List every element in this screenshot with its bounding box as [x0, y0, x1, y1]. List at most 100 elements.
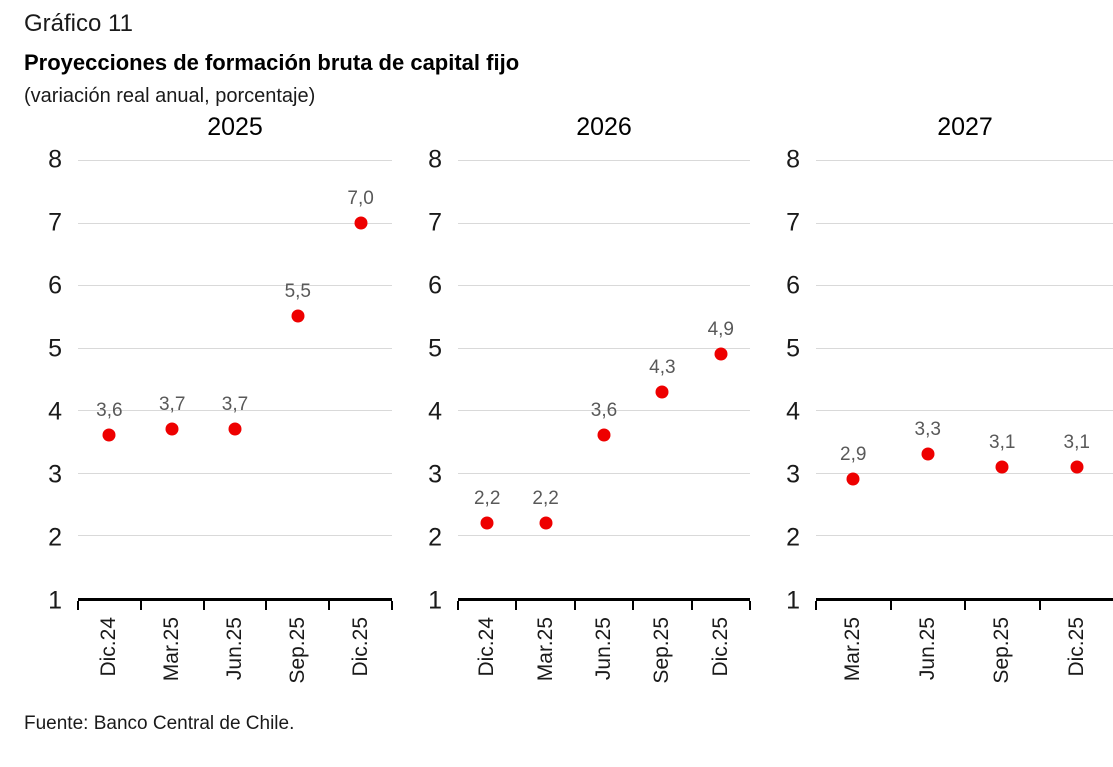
- data-point-label: 3,1: [1063, 431, 1090, 453]
- y-tick-label: 2: [786, 523, 800, 552]
- x-tick-label: Dic.24: [97, 617, 121, 677]
- x-tick-label: Jun.25: [223, 617, 246, 681]
- y-tick-label: 1: [786, 586, 800, 615]
- chart-panel-2027: 2027 8 7 6 5 4 3 2 1 2,9 3,3 3,1 3,1 Mar.25 Jun.25 Sep.…: [762, 112, 1113, 697]
- panel-title-2027: 2027: [937, 113, 993, 141]
- y-tick-label: 4: [48, 397, 62, 426]
- gridline: [458, 160, 750, 161]
- y-tick-label: 2: [48, 523, 62, 552]
- x-tick-label: Jun.25: [915, 617, 939, 681]
- y-tick-label: 7: [786, 208, 800, 237]
- x-axis-tick: [265, 601, 268, 610]
- x-axis: Dic.24 Mar.25 Jun.25 Sep.25 Dic.25: [77, 601, 393, 697]
- data-point-label: 4,9: [707, 318, 735, 340]
- gridline: [78, 535, 392, 537]
- chart-subtitle: (variación real anual, porcentaje): [24, 85, 316, 107]
- gridline: [78, 285, 392, 287]
- x-tick-label: Sep.25: [990, 617, 1014, 684]
- x-axis-tick: [515, 601, 518, 610]
- gridline: [78, 410, 392, 412]
- gridline: [458, 347, 750, 349]
- x-axis-tick: [328, 601, 331, 610]
- y-axis-labels: 8 7 6 5 4 3 2 1: [24, 147, 62, 613]
- plot-area: 2,9 3,3 3,1 3,1: [816, 160, 1113, 601]
- y-tick-label: 1: [428, 586, 442, 615]
- x-axis-tick: [889, 601, 892, 610]
- x-tick-label: Sep.25: [285, 617, 309, 684]
- data-point-dot: [165, 422, 179, 436]
- x-axis-tick: [457, 601, 459, 610]
- data-point-dot: [597, 428, 611, 442]
- data-point-dot: [921, 447, 935, 461]
- y-axis-labels: 8 7 6 5 4 3 2 1: [762, 147, 800, 613]
- y-tick-label: 1: [48, 586, 62, 615]
- x-axis-tick: [1038, 601, 1041, 610]
- x-tick-label: Dic.25: [348, 617, 372, 677]
- gridline: [78, 347, 392, 349]
- panel-title-2026: 2026: [576, 113, 632, 141]
- data-point-dot: [1070, 460, 1084, 474]
- y-tick-label: 5: [48, 334, 62, 363]
- data-point-label: 7,0: [347, 187, 374, 209]
- plot-area: 2,2 2,2 3,6 4,3 4,9: [458, 160, 750, 601]
- data-point-label: 3,7: [221, 394, 249, 416]
- y-tick-label: 2: [428, 523, 442, 552]
- y-tick-label: 8: [48, 145, 62, 174]
- chart-panel-2026: 2026 8 7 6 5 4 3 2 1 2,2 2,2 3,6 4,3 4,9 Dic.24 Mar.25 J…: [404, 112, 751, 697]
- data-point-label: 2,2: [473, 487, 501, 509]
- x-axis: Mar.25 Jun.25 Sep.25 Dic.25: [815, 601, 1113, 697]
- gridline: [458, 535, 750, 537]
- x-axis-tick: [391, 601, 393, 610]
- x-tick-label: Sep.25: [650, 617, 674, 684]
- chart-number: Gráfico 11: [24, 10, 133, 37]
- gridline: [78, 160, 392, 161]
- data-point-dot: [846, 472, 860, 486]
- data-point-label: 5,5: [284, 281, 312, 303]
- data-point-label: 4,3: [649, 356, 676, 378]
- gridline: [816, 160, 1113, 161]
- x-axis-tick: [573, 601, 576, 610]
- y-tick-label: 7: [48, 208, 62, 237]
- data-point-dot: [714, 347, 728, 361]
- x-tick-label: Dic.25: [708, 617, 732, 677]
- x-axis-tick: [139, 601, 142, 610]
- y-tick-label: 8: [428, 145, 442, 174]
- x-axis: Dic.24 Mar.25 Jun.25 Sep.25 Dic.25: [457, 601, 751, 697]
- x-tick-label: Jun.25: [592, 617, 615, 681]
- chart-title: Proyecciones de formación bruta de capit…: [24, 50, 520, 75]
- y-axis-labels: 8 7 6 5 4 3 2 1: [404, 147, 442, 613]
- x-tick-label: Dic.25: [1064, 617, 1088, 677]
- data-point-dot: [480, 516, 494, 530]
- x-axis-tick: [202, 601, 205, 610]
- x-axis-tick: [749, 601, 751, 610]
- y-tick-label: 7: [428, 208, 442, 237]
- y-tick-label: 5: [428, 334, 442, 363]
- gridline: [458, 410, 750, 412]
- data-point-dot: [102, 428, 116, 442]
- y-tick-label: 4: [428, 397, 442, 426]
- y-tick-label: 3: [786, 460, 800, 489]
- data-point-dot: [228, 422, 242, 436]
- x-axis-tick: [690, 601, 693, 610]
- chart-panel-2025: 2025 8 7 6 5 4 3 2 1 3,6 3,7 3,7 5,5 7,0 Dic.24 Mar.25 J…: [24, 112, 393, 697]
- y-tick-label: 5: [786, 334, 800, 363]
- gridline: [78, 472, 392, 474]
- y-tick-label: 8: [786, 145, 800, 174]
- gridline: [816, 285, 1113, 287]
- data-point-label: 2,2: [532, 487, 559, 509]
- x-axis-tick: [632, 601, 635, 610]
- data-point-dot: [354, 216, 368, 230]
- gridline: [816, 347, 1113, 349]
- y-tick-label: 4: [786, 397, 800, 426]
- x-axis-tick: [77, 601, 79, 610]
- data-point-label: 3,7: [158, 394, 186, 416]
- data-point-label: 3,6: [96, 400, 123, 422]
- plot-area: 3,6 3,7 3,7 5,5 7,0: [78, 160, 392, 601]
- y-tick-label: 6: [48, 271, 62, 300]
- gridline: [816, 472, 1113, 474]
- gridline: [458, 285, 750, 287]
- x-tick-label: Mar.25: [533, 617, 557, 682]
- gridline: [458, 472, 750, 474]
- x-tick-label: Mar.25: [160, 617, 184, 682]
- chart-panels-row: 2025 8 7 6 5 4 3 2 1 3,6 3,7 3,7 5,5 7,0 Dic.24 Mar.25 J…: [24, 112, 1113, 697]
